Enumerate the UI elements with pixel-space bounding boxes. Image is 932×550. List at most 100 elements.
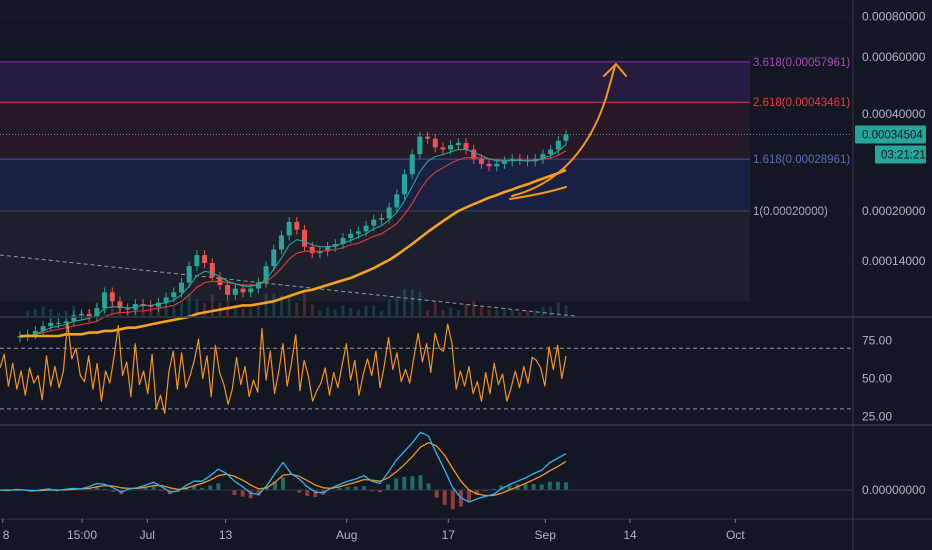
- candle-body[interactable]: [32, 330, 38, 335]
- candle-body[interactable]: [48, 322, 54, 327]
- candle-body[interactable]: [155, 302, 161, 307]
- countdown-label: 03:21:21: [881, 150, 926, 162]
- candle-body[interactable]: [378, 218, 384, 220]
- candle-body[interactable]: [355, 231, 361, 234]
- macd-line[interactable]: [0, 431, 567, 503]
- candle-body[interactable]: [202, 255, 208, 264]
- volume-bar: [303, 289, 307, 316]
- candle-body[interactable]: [79, 313, 85, 316]
- macd-histogram-bar: [313, 490, 318, 498]
- candle-body[interactable]: [209, 263, 215, 277]
- candle-body[interactable]: [71, 315, 77, 322]
- volume-bar: [379, 311, 383, 316]
- candle-body[interactable]: [178, 282, 184, 293]
- volume-bar: [372, 305, 376, 316]
- macd-histogram-bar: [386, 484, 391, 490]
- candle-body[interactable]: [86, 313, 92, 317]
- candle-body[interactable]: [248, 288, 254, 293]
- price-pane[interactable]: [0, 129, 852, 343]
- ema-slow-line[interactable]: [20, 150, 567, 337]
- candle-body[interactable]: [417, 136, 423, 155]
- candle-body[interactable]: [255, 282, 261, 289]
- candle-body[interactable]: [232, 288, 238, 295]
- candle-body[interactable]: [448, 145, 454, 150]
- candle-body[interactable]: [240, 288, 246, 293]
- candle-body[interactable]: [302, 229, 308, 247]
- candle-body[interactable]: [402, 174, 408, 195]
- candle-body[interactable]: [486, 163, 492, 167]
- macd-histogram-bar: [483, 490, 488, 492]
- candle-body[interactable]: [386, 207, 392, 219]
- projection-arrow[interactable]: [511, 65, 616, 197]
- annotation-arrows[interactable]: [509, 63, 627, 200]
- candle-body[interactable]: [125, 308, 131, 310]
- candle-body[interactable]: [432, 138, 438, 148]
- candle-body[interactable]: [63, 321, 69, 323]
- candle-body[interactable]: [263, 266, 269, 283]
- volume-bar: [387, 299, 391, 316]
- countdown-tag[interactable]: [875, 145, 926, 164]
- candle-body[interactable]: [317, 251, 323, 254]
- candle-body[interactable]: [325, 246, 331, 252]
- candle-body[interactable]: [494, 163, 500, 167]
- candle-body[interactable]: [140, 304, 146, 306]
- candle-body[interactable]: [171, 292, 177, 298]
- macd-histogram-bar: [564, 482, 568, 490]
- candle-body[interactable]: [225, 284, 231, 295]
- candle-body[interactable]: [363, 225, 369, 232]
- ema-fast-line[interactable]: [19, 144, 567, 339]
- support-curve[interactable]: [509, 186, 567, 200]
- candle-body[interactable]: [455, 142, 461, 146]
- macd-histogram-bar: [369, 490, 374, 492]
- price-tick-label: 0.00080000: [862, 10, 926, 24]
- candle-body[interactable]: [517, 158, 523, 160]
- candle-body[interactable]: [501, 161, 507, 164]
- candle-body[interactable]: [409, 154, 415, 175]
- candle-body[interactable]: [163, 297, 169, 303]
- candle-body[interactable]: [371, 219, 377, 226]
- candle-body[interactable]: [471, 149, 477, 159]
- macd-histogram-bar: [208, 485, 213, 490]
- candle-body[interactable]: [478, 158, 484, 164]
- rsi-pane[interactable]: [0, 321, 852, 414]
- candle-body[interactable]: [117, 301, 123, 309]
- rsi-line[interactable]: [0, 321, 567, 414]
- macd-histogram-bar: [272, 481, 277, 490]
- macd-signal-line[interactable]: [0, 442, 567, 497]
- candle-body[interactable]: [40, 326, 46, 331]
- candle-body[interactable]: [348, 233, 354, 238]
- macd-histogram-bar: [95, 486, 100, 490]
- macd-tick-label: 0.00000000: [862, 483, 926, 497]
- candle-body[interactable]: [394, 194, 400, 208]
- candle-body[interactable]: [148, 305, 154, 307]
- candle-body[interactable]: [294, 221, 300, 230]
- candle-body[interactable]: [555, 140, 561, 150]
- macd-histogram-bar: [232, 490, 237, 495]
- candle-body[interactable]: [102, 292, 108, 309]
- candle-body[interactable]: [271, 249, 277, 267]
- time-tick-label: Aug: [336, 528, 357, 542]
- macd-pane[interactable]: [0, 431, 852, 510]
- candle-body[interactable]: [563, 134, 569, 141]
- candle-body[interactable]: [463, 142, 469, 150]
- long-ma-line[interactable]: [20, 168, 567, 338]
- grid-lines: [0, 16, 852, 262]
- candle-body[interactable]: [286, 221, 292, 236]
- fibonacci-extension[interactable]: 3.618(0.00057961) 2.618(0.00043461) 1.618(…: [0, 57, 850, 302]
- candle-body[interactable]: [109, 292, 115, 302]
- candle-body[interactable]: [548, 149, 554, 155]
- candle-body[interactable]: [186, 266, 192, 283]
- trend-line[interactable]: [0, 254, 576, 317]
- candle-body[interactable]: [340, 237, 346, 245]
- candle-body[interactable]: [94, 308, 100, 317]
- candle-body[interactable]: [540, 154, 546, 159]
- candle-body[interactable]: [309, 246, 315, 254]
- candle-body[interactable]: [278, 235, 284, 250]
- time-tick-label: 15:00: [67, 528, 97, 542]
- candle-body[interactable]: [425, 136, 431, 139]
- current-price-tag[interactable]: [855, 125, 926, 144]
- candle-body[interactable]: [194, 255, 200, 267]
- candle-body[interactable]: [440, 147, 446, 150]
- candle-body[interactable]: [55, 322, 61, 324]
